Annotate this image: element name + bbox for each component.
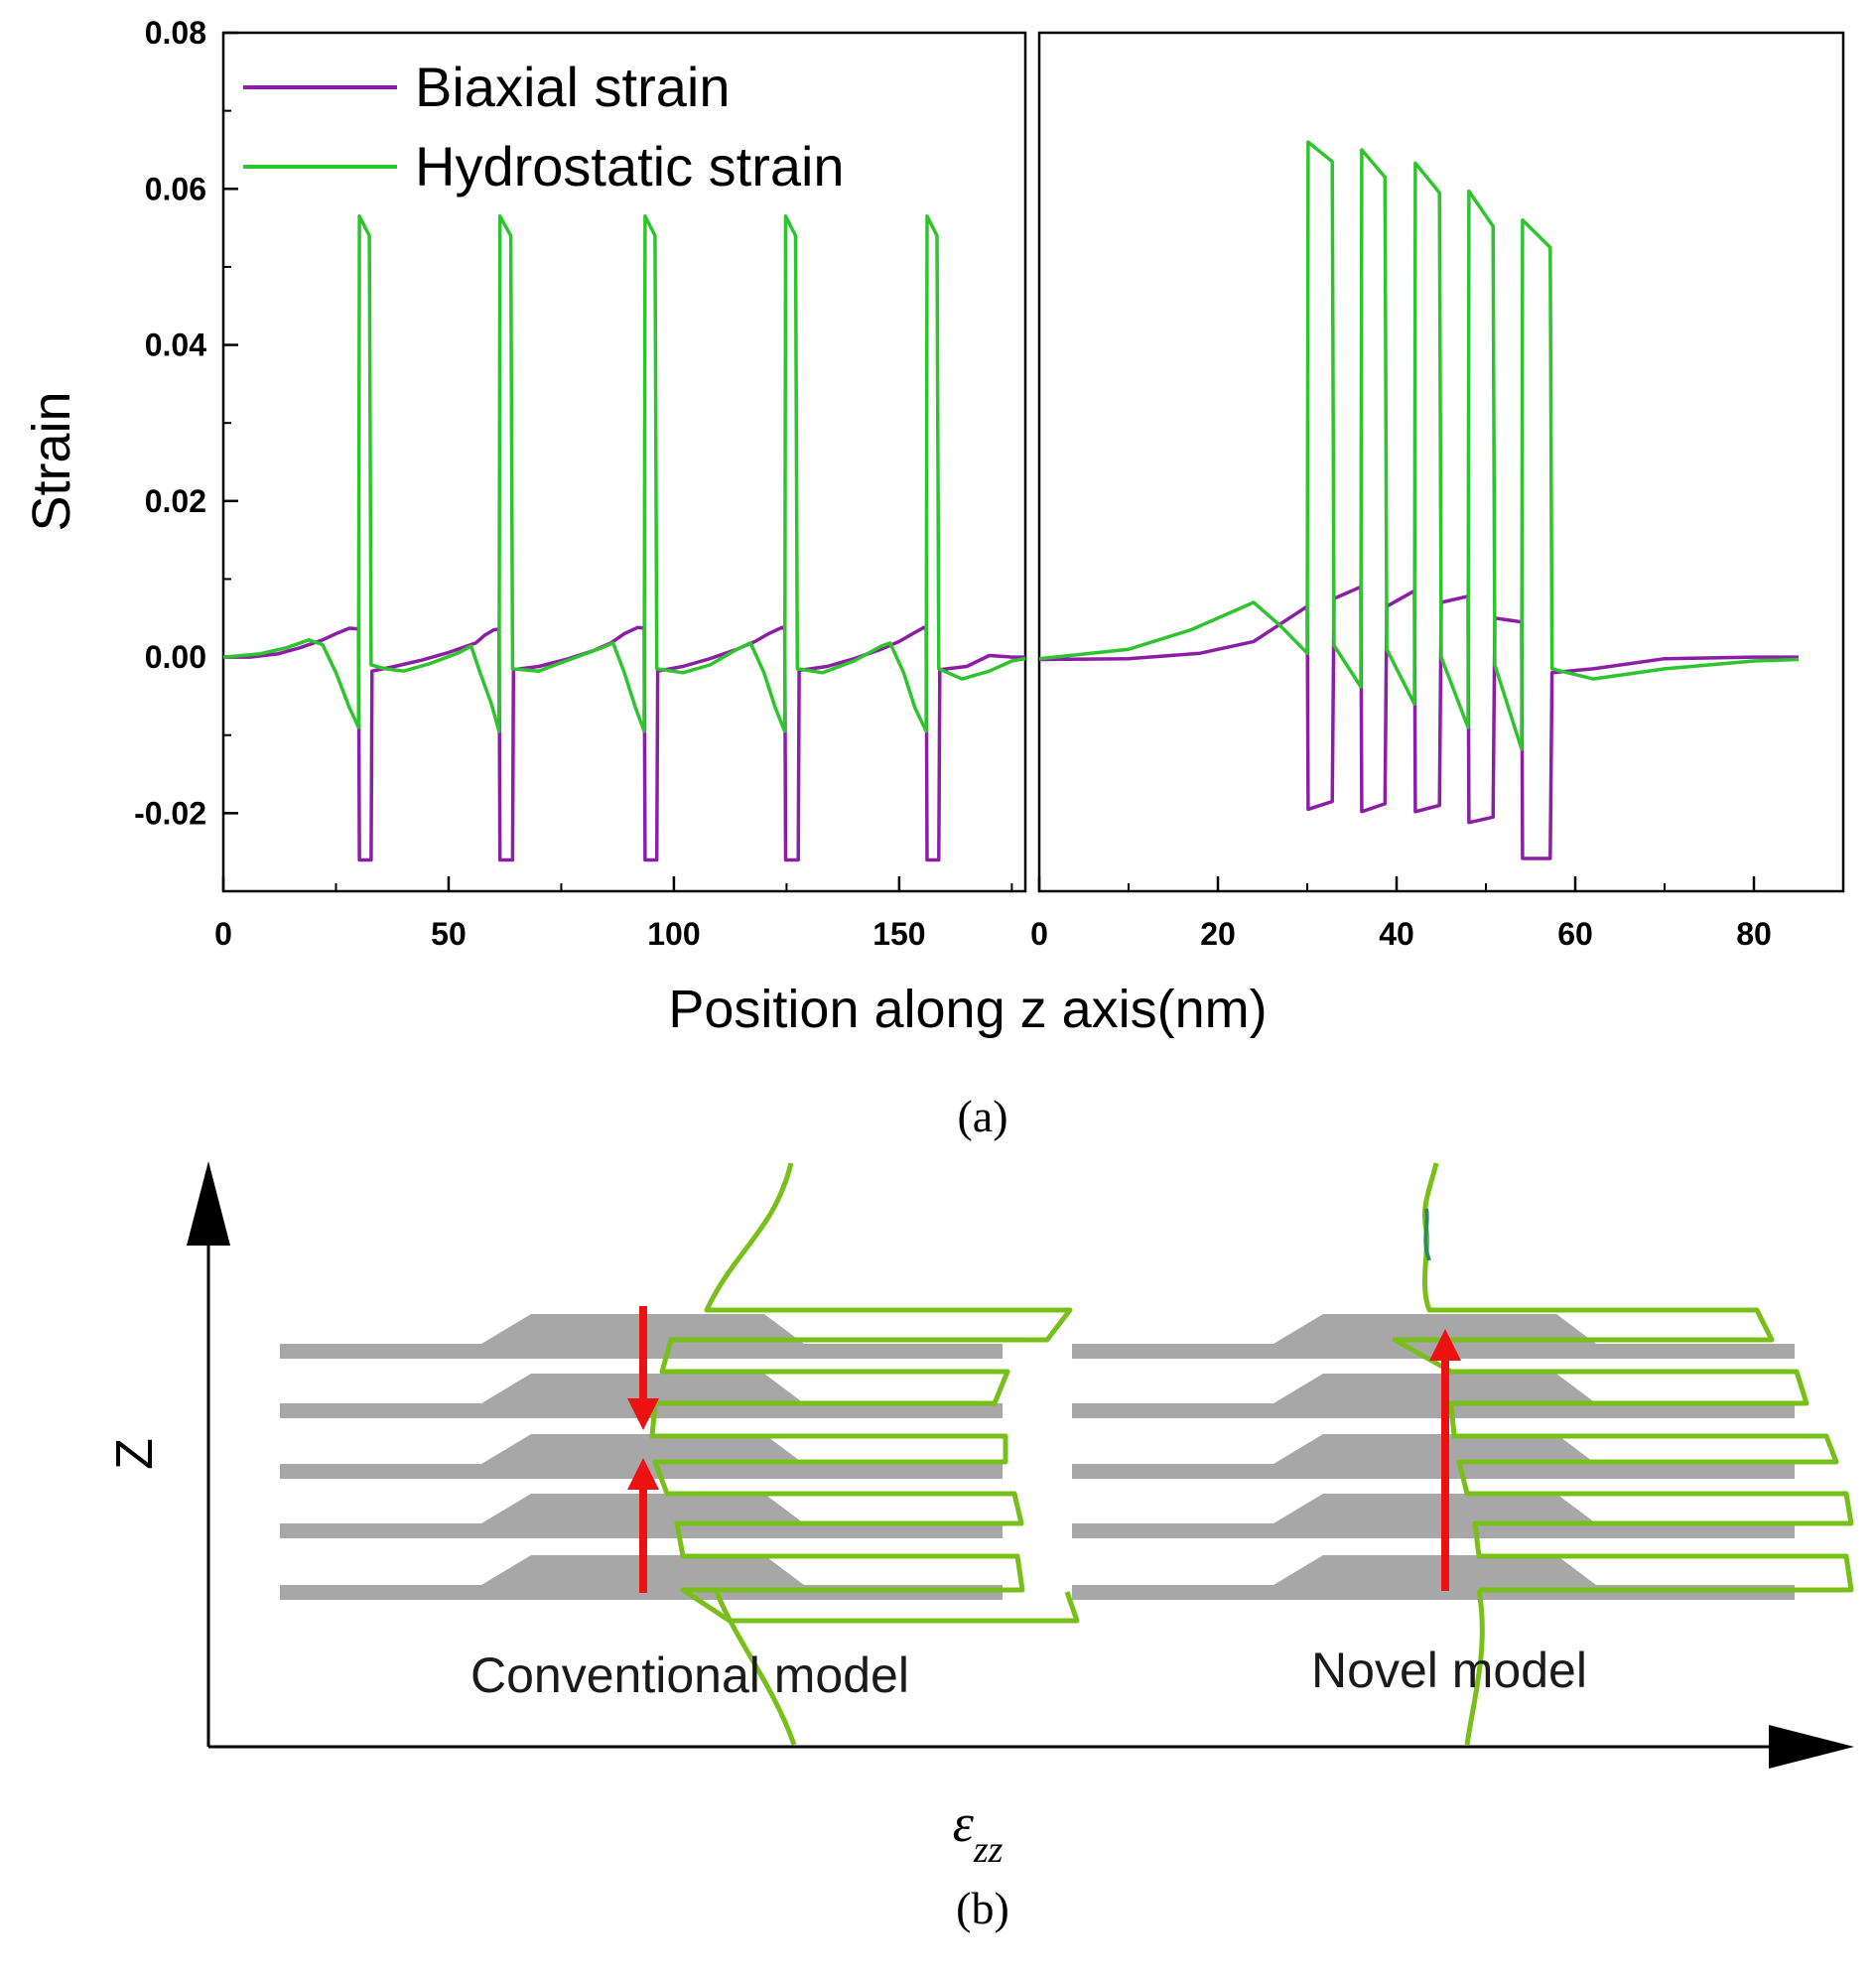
y-tick-label: 0.08 (145, 15, 206, 51)
strain-profile-novel (1392, 1162, 1854, 1746)
panel-b-caption: (b) (956, 1883, 1009, 1933)
strain-profile-novel-dark-segment (1423, 1208, 1431, 1261)
ezz-axis-label: εzz (953, 1793, 1004, 1871)
tick-labels: -0.02 0.00 0.02 0.04 0.06 0.08 0 50 100 150 0 20 40 6… (134, 15, 1772, 952)
y-tick-label: 0.00 (145, 639, 206, 675)
material-layer (1072, 1494, 1795, 1538)
y-tick-label: 0.02 (145, 483, 206, 519)
material-layer (1072, 1434, 1795, 1479)
y-tick-label: 0.04 (145, 328, 206, 363)
x-tick-label: 20 (1200, 916, 1236, 952)
panel-a-chart: -0.02 0.00 0.02 0.04 0.06 0.08 0 50 100 150 0 20 40 6… (22, 15, 1845, 1141)
x-tick-label: 50 (431, 916, 467, 952)
z-axis-arrowhead (187, 1161, 230, 1246)
material-layer (1072, 1374, 1795, 1418)
y-axis-title: Strain (22, 391, 81, 531)
x-tick-label: 150 (872, 916, 925, 952)
legend-label-hydrostatic: Hydrostatic strain (415, 135, 845, 198)
conventional-model-label: Conventional model (470, 1647, 909, 1703)
series-line-novel-hydrostatic (1038, 140, 1800, 751)
x-tick-label: 100 (647, 916, 700, 952)
x-tick-label: 0 (214, 916, 232, 952)
x-tick-label: 40 (1379, 916, 1414, 952)
panel-a-caption: (a) (957, 1091, 1007, 1141)
plot-frame-left (221, 31, 1027, 893)
x-tick-label: 80 (1736, 916, 1772, 952)
x-tick-label: 0 (1030, 916, 1048, 952)
series-line-conventional-hydrostatic (222, 214, 1026, 733)
ezz-axis-arrowhead (1769, 1725, 1854, 1769)
panel-b-diagram: Z εzz Conventional model Novel model (b) (106, 1161, 1854, 1933)
y-tick-label: -0.02 (134, 795, 206, 831)
plot-frame-right (1037, 31, 1845, 893)
series-line-novel-biaxial (1038, 585, 1799, 860)
material-layer (280, 1434, 1003, 1479)
y-tick-label: 0.06 (145, 171, 206, 206)
material-layer (1072, 1555, 1795, 1600)
legend-label-biaxial: Biaxial strain (415, 56, 730, 118)
legend: Biaxial strain Hydrostatic strain (243, 56, 845, 198)
series-line-conventional-biaxial (223, 625, 1025, 862)
data-series (222, 140, 1800, 862)
x-axis-title: Position along z axis(nm) (668, 980, 1267, 1039)
z-axis-label: Z (106, 1438, 164, 1470)
novel-model-label: Novel model (1311, 1643, 1587, 1698)
strain-profile-conventional (649, 1162, 1080, 1746)
material-layer (1072, 1314, 1795, 1359)
x-tick-label: 60 (1557, 916, 1593, 952)
